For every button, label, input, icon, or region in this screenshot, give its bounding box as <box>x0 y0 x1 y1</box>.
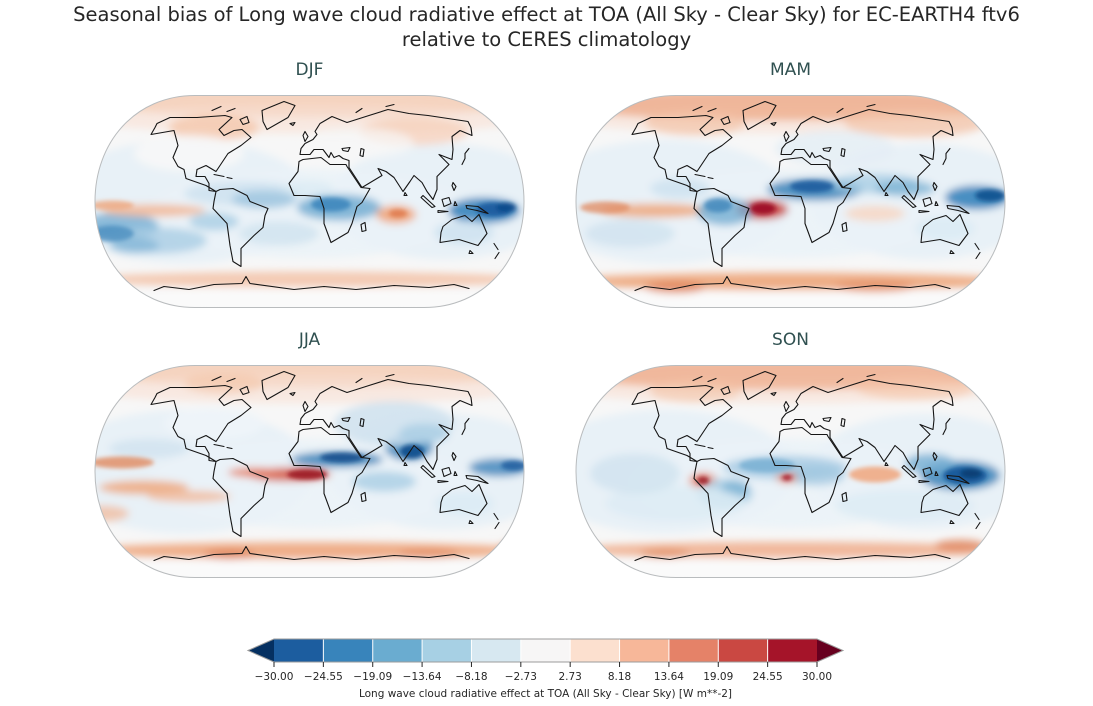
bias-field-soft <box>576 365 1005 578</box>
colorbar-segment <box>570 639 620 662</box>
colorbar-tick-label: 24.55 <box>753 671 783 683</box>
colorbar-tick-label: −2.73 <box>505 671 537 683</box>
colorbar-tick-label: 19.09 <box>703 671 733 683</box>
colorbar-segment <box>668 639 719 662</box>
colorbar-over-arrow <box>817 639 843 662</box>
figure-title: Seasonal bias of Long wave cloud radiati… <box>0 2 1093 53</box>
colorbar-segment <box>274 639 324 662</box>
map-panel-djf <box>94 95 525 308</box>
figure-title-line1: Seasonal bias of Long wave cloud radiati… <box>73 3 1020 26</box>
colorbar-tick-label: −19.09 <box>353 671 392 683</box>
bias-field-cores <box>697 458 987 485</box>
colorbar-tick-label: 8.18 <box>608 671 631 683</box>
colorbar-segment <box>422 639 472 662</box>
panel-title-mam: MAM <box>770 60 811 80</box>
colorbar-segment <box>520 639 571 662</box>
colorbar-under-arrow <box>248 639 274 662</box>
map-panel-son <box>575 365 1006 578</box>
bias-field-cores <box>95 444 524 480</box>
colorbar-axis-label: Long wave cloud radiative effect at TOA … <box>359 688 732 700</box>
colorbar-segment <box>471 639 521 662</box>
colorbar-tick-label: 13.64 <box>654 671 684 683</box>
bias-field-cores <box>580 180 1005 215</box>
figure-title-line2: relative to CERES climatology <box>401 28 692 52</box>
colorbar-tick-label: −13.64 <box>403 671 442 683</box>
panel-title-son: SON <box>772 330 809 350</box>
colorbar-segment <box>372 639 423 662</box>
colorbar-tick-label: 30.00 <box>802 671 832 683</box>
colorbar-tick-label: −8.18 <box>455 671 487 683</box>
colorbar-segment <box>718 639 768 662</box>
colorbar: −30.00 −24.55 −19.09 −13.64 −8.18 −2.73 2.73 8.… <box>246 638 845 700</box>
colorbar-segment <box>619 639 669 662</box>
panel-title-jja: JJA <box>298 330 321 350</box>
colorbar-tick-label: 2.73 <box>558 671 581 683</box>
panel-title-djf: DJF <box>295 60 324 80</box>
bias-field-soft <box>576 95 1005 308</box>
colorbar-tick-label: −24.55 <box>304 671 343 683</box>
map-panel-jja <box>94 365 525 578</box>
colorbar-tick-label: −30.00 <box>255 671 294 683</box>
colorbar-segment <box>323 639 373 662</box>
colorbar-segment <box>767 639 817 662</box>
map-panel-mam <box>575 95 1006 308</box>
bias-field-soft <box>95 95 524 308</box>
